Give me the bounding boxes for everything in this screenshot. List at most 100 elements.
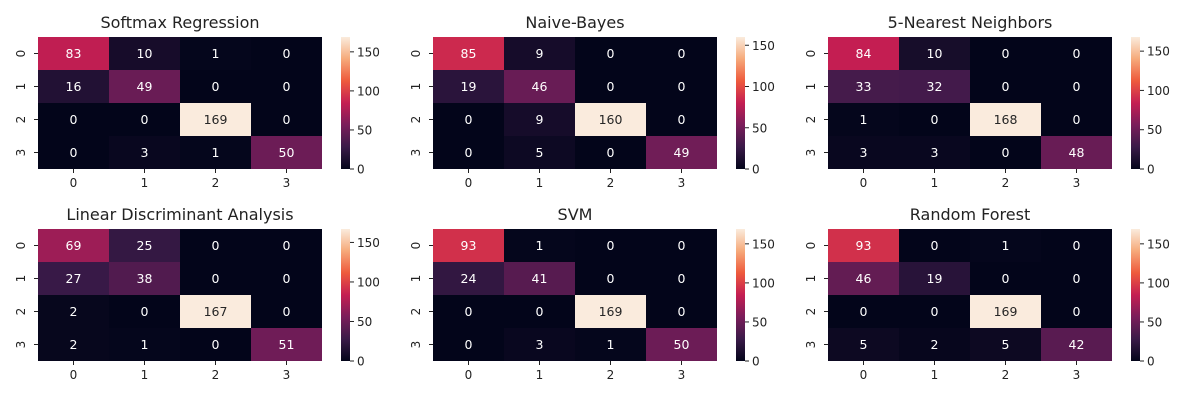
y-tick-label: 0 (409, 50, 423, 58)
heatmap-cell (433, 295, 504, 328)
heatmap-cell (180, 229, 251, 262)
heatmap-cell (970, 136, 1041, 169)
heatmap-cell (180, 37, 251, 70)
y-tick-label: 2 (409, 116, 423, 124)
colorbar-tick-label: 100 (752, 276, 775, 290)
cell-value-label: 0 (283, 46, 291, 61)
y-tick-label: 2 (14, 308, 28, 316)
cell-value-label: 0 (283, 112, 291, 127)
cell-value-label: 0 (465, 304, 473, 319)
cell-value-label: 0 (212, 238, 220, 253)
x-tick-label: 1 (931, 176, 939, 190)
cell-value-label: 24 (461, 271, 477, 286)
x-tick-label: 2 (212, 176, 220, 190)
x-tick-label: 0 (465, 176, 473, 190)
heatmap-cell (38, 262, 109, 295)
cell-value-label: 1 (607, 337, 615, 352)
heatmap-cell (38, 136, 109, 169)
heatmap-title: Random Forest (910, 205, 1030, 224)
colorbar-tick-label: 50 (752, 121, 767, 135)
cell-value-label: 16 (66, 79, 82, 94)
cell-value-label: 42 (1069, 337, 1085, 352)
heatmap-cell (575, 295, 646, 328)
cell-value-label: 0 (678, 79, 686, 94)
heatmap-cell (1041, 136, 1112, 169)
cell-value-label: 0 (70, 112, 78, 127)
cell-value-label: 0 (465, 337, 473, 352)
cell-value-label: 41 (532, 271, 548, 286)
heatmap-cell (899, 229, 970, 262)
heatmap-panel: Random Forest 93 0 1 0 46 19 0 0 0 0 169 0 5 2 5 42 0 1 2 3 0… (804, 205, 1170, 382)
cell-value-label: 0 (678, 238, 686, 253)
heatmap-title: Naive-Bayes (525, 13, 624, 32)
heatmap-cell (504, 103, 575, 136)
cell-value-label: 46 (532, 79, 548, 94)
y-tick-label: 3 (409, 149, 423, 157)
cell-value-label: 27 (66, 271, 82, 286)
cell-value-label: 0 (1002, 145, 1010, 160)
heatmap-cell (109, 103, 180, 136)
heatmap-cell (1041, 103, 1112, 136)
cell-value-label: 46 (856, 271, 872, 286)
x-tick-label: 2 (607, 176, 615, 190)
heatmap-cell (828, 229, 899, 262)
cell-value-label: 169 (599, 304, 623, 319)
cell-value-label: 1 (1002, 238, 1010, 253)
colorbar (1131, 229, 1140, 361)
heatmap-cell (646, 136, 717, 169)
heatmap-cell (433, 262, 504, 295)
heatmap-cell (646, 262, 717, 295)
colorbar (736, 229, 745, 361)
heatmap-cell (180, 328, 251, 361)
heatmap-cell (828, 328, 899, 361)
cell-value-label: 1 (860, 112, 868, 127)
heatmap-cell (646, 229, 717, 262)
heatmap-cell (828, 70, 899, 103)
cell-value-label: 5 (860, 337, 868, 352)
y-tick-label: 1 (409, 83, 423, 91)
heatmap-cell (828, 136, 899, 169)
colorbar-tick-label: 0 (1147, 355, 1155, 369)
y-tick-label: 3 (14, 341, 28, 349)
colorbar-tick-label: 150 (752, 39, 775, 53)
heatmap-cell (251, 103, 322, 136)
heatmap-cell (109, 37, 180, 70)
x-tick-label: 0 (860, 368, 868, 382)
heatmap-cell (899, 70, 970, 103)
heatmap-cell (433, 328, 504, 361)
cell-value-label: 0 (141, 112, 149, 127)
cell-value-label: 0 (1073, 238, 1081, 253)
y-tick-label: 1 (804, 275, 818, 283)
colorbar-tick-label: 0 (1147, 163, 1155, 177)
cell-value-label: 93 (461, 238, 477, 253)
heatmap-cell (970, 295, 1041, 328)
cell-value-label: 19 (927, 271, 943, 286)
colorbar-tick-label: 50 (752, 315, 767, 329)
heatmap-cell (38, 103, 109, 136)
heatmap-cell (38, 70, 109, 103)
cell-value-label: 0 (70, 145, 78, 160)
x-tick-label: 2 (212, 368, 220, 382)
cell-value-label: 169 (204, 112, 228, 127)
heatmap-cell (251, 70, 322, 103)
cell-value-label: 10 (927, 46, 943, 61)
heatmap-cell (575, 103, 646, 136)
cell-value-label: 0 (931, 238, 939, 253)
cell-value-label: 38 (137, 271, 153, 286)
cell-value-label: 0 (1002, 46, 1010, 61)
heatmap-cell (1041, 295, 1112, 328)
cell-value-label: 2 (931, 337, 939, 352)
y-tick-label: 3 (804, 341, 818, 349)
cell-value-label: 84 (856, 46, 872, 61)
heatmap-cell (180, 103, 251, 136)
heatmap-cell (970, 229, 1041, 262)
heatmap-cell (38, 229, 109, 262)
cell-value-label: 0 (212, 271, 220, 286)
x-tick-label: 1 (141, 176, 149, 190)
cell-value-label: 48 (1069, 145, 1085, 160)
y-tick-label: 0 (804, 242, 818, 250)
heatmap-cell (251, 136, 322, 169)
colorbar-tick-label: 0 (357, 163, 365, 177)
cell-value-label: 9 (536, 46, 544, 61)
